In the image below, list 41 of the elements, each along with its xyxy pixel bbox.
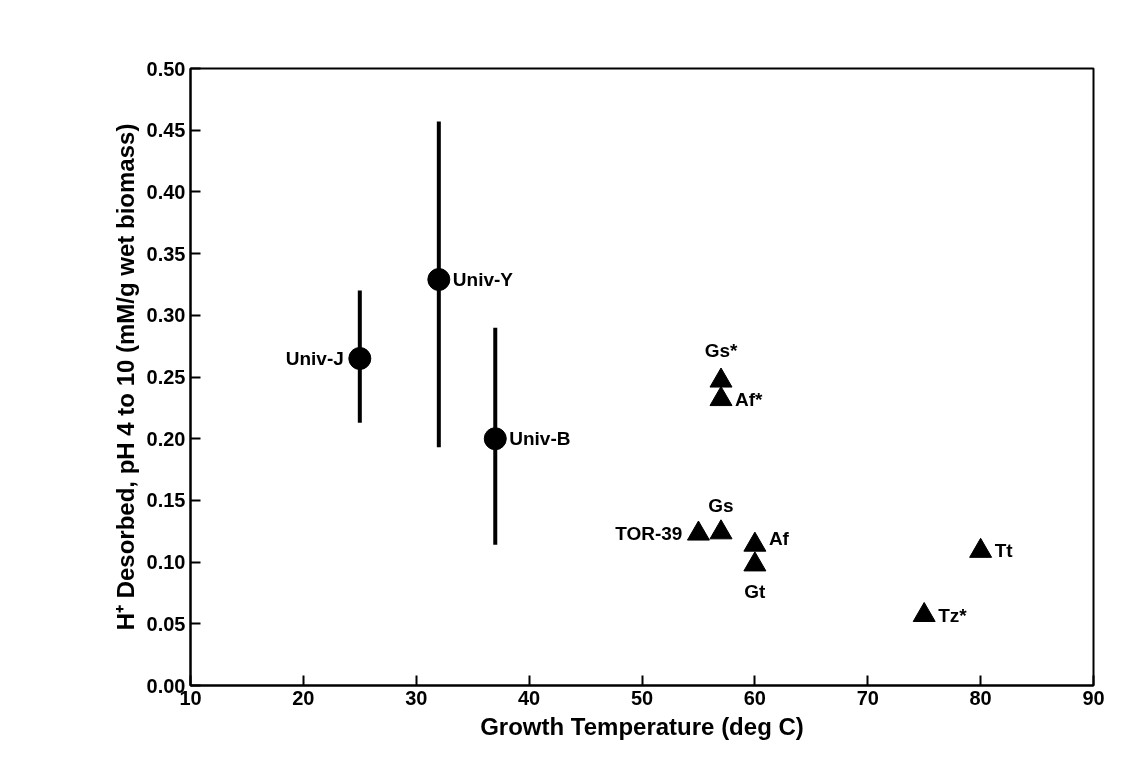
y-axis-title: H⁺ Desorbed, pH 4 to 10 (mM/g wet biomass) xyxy=(111,123,139,631)
annotation: Af xyxy=(768,528,790,550)
point xyxy=(427,268,451,291)
x-tick-label: 60 xyxy=(743,686,766,709)
x-tick-label: 80 xyxy=(969,686,992,709)
annotation: Tz* xyxy=(938,604,968,626)
y-tick-label: 0.25 xyxy=(146,366,186,388)
y-tick-label: 0.40 xyxy=(146,180,186,203)
annotation: Univ-Y xyxy=(452,269,514,291)
y-tick-label: 0.35 xyxy=(146,242,186,265)
point xyxy=(743,551,767,572)
point xyxy=(709,367,733,388)
annotation: Univ-J xyxy=(285,347,344,369)
annotation: Af* xyxy=(735,388,764,410)
x-tick-label: 70 xyxy=(856,686,879,709)
x-tick-label: 40 xyxy=(518,686,541,709)
annotation: Tt xyxy=(994,540,1014,562)
y-tick-label: 0.50 xyxy=(146,57,186,80)
x-tick-label: 90 xyxy=(1082,686,1105,709)
y-tick-label: 0.20 xyxy=(146,427,186,450)
annotation: TOR-39 xyxy=(615,523,683,545)
point xyxy=(348,347,372,370)
annotation: Gs xyxy=(708,495,734,517)
annotation: Gt xyxy=(744,580,767,602)
y-tick-label: 0.05 xyxy=(146,612,186,635)
x-tick-label: 50 xyxy=(630,686,654,709)
point xyxy=(686,520,710,541)
x-tick-label: 30 xyxy=(405,686,428,709)
y-tick-label: 0.15 xyxy=(146,489,186,512)
point xyxy=(743,531,767,552)
point xyxy=(969,537,993,558)
x-tick-label: 20 xyxy=(292,686,315,709)
point xyxy=(709,519,733,540)
y-tick-label: 0.10 xyxy=(146,551,186,574)
point xyxy=(709,386,733,407)
annotation: Gs* xyxy=(704,339,738,361)
annotation: Univ-B xyxy=(509,428,571,450)
x-axis-title: Growth Temperature (deg C) xyxy=(480,712,804,740)
point xyxy=(912,601,936,623)
y-tick-label: 0.30 xyxy=(146,304,186,327)
y-tick-label: 0.45 xyxy=(146,119,186,142)
